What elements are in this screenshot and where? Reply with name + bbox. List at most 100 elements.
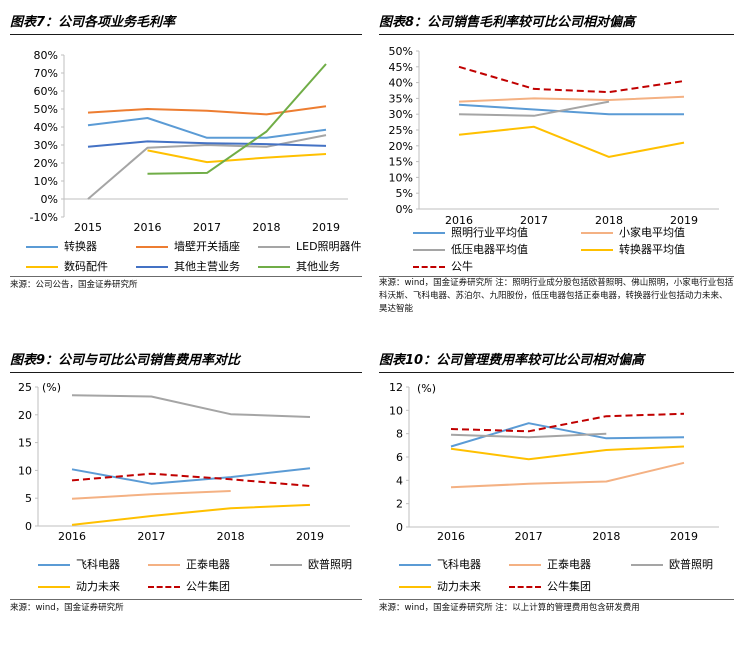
legend-label: 转换器 bbox=[64, 240, 97, 253]
legend-swatch bbox=[509, 586, 541, 588]
series-line bbox=[71, 467, 311, 485]
unit-label: (%) bbox=[42, 381, 61, 394]
series-line bbox=[147, 63, 327, 175]
legend-swatch bbox=[413, 249, 445, 251]
x-tick-label: 2016 bbox=[437, 530, 465, 543]
legend-swatch bbox=[148, 564, 180, 566]
y-tick-label: 0% bbox=[396, 203, 413, 216]
y-tick-label: 15% bbox=[389, 156, 413, 169]
series-line bbox=[458, 125, 685, 158]
y-tick-label: 6 bbox=[396, 451, 403, 464]
y-tick-label: 25 bbox=[18, 381, 32, 394]
y-tick-label: 10% bbox=[389, 171, 413, 184]
legend-label: 动力未来 bbox=[437, 580, 481, 593]
legend-label: 公牛集团 bbox=[547, 580, 591, 593]
x-tick-label: 2019 bbox=[296, 530, 324, 543]
series-line bbox=[450, 432, 607, 439]
series-line bbox=[450, 412, 685, 433]
legend-label: 其他主营业务 bbox=[174, 260, 240, 273]
y-tick-label: 15 bbox=[18, 437, 32, 450]
legend-swatch bbox=[38, 586, 70, 588]
y-tick-label: 50% bbox=[34, 103, 58, 116]
chart: -10% 0% 10% 20% 30% 40% 50% 60% 70% 80% 2015 2016 20… bbox=[30, 49, 348, 234]
y-tick-label: 10% bbox=[34, 175, 58, 188]
series-line bbox=[458, 95, 685, 103]
series-line bbox=[87, 134, 327, 200]
y-tick-label: 20 bbox=[18, 409, 32, 422]
figure-title: 图表8：公司销售毛利率较可比公司相对偏高 bbox=[379, 15, 636, 30]
x-tick-label: 2019 bbox=[312, 221, 340, 234]
x-tick-label: 2018 bbox=[595, 214, 623, 227]
figure-7: 图表7：公司各项业务毛利率 -10% 0% 10% 20% 30% 40% 50% 60% 70… bbox=[10, 13, 362, 298]
x-tick-label: 2019 bbox=[670, 530, 698, 543]
series-line bbox=[87, 117, 327, 139]
figure-9: 图表9：公司与可比公司销售费用率对比 0 5 10 15 20 25 2016 2017 201… bbox=[10, 351, 362, 626]
y-tick-label: 40% bbox=[34, 121, 58, 134]
x-tick-label: 2018 bbox=[592, 530, 620, 543]
figure-8: 图表8：公司销售毛利率较可比公司相对偏高 0% 5% 10% 15% 20% 25% 30%… bbox=[379, 13, 734, 314]
legend-swatch bbox=[258, 266, 290, 268]
legend-swatch bbox=[258, 246, 290, 248]
legend-label: 低压电器平均值 bbox=[451, 243, 528, 256]
y-tick-label: 70% bbox=[34, 67, 58, 80]
series-line bbox=[71, 503, 311, 526]
y-tick-label: 4 bbox=[396, 474, 403, 487]
x-tick-label: 2015 bbox=[74, 221, 102, 234]
y-tick-label: 10 bbox=[18, 464, 32, 477]
series-line bbox=[458, 103, 684, 116]
series-line bbox=[71, 394, 311, 418]
legend-label: 飞科电器 bbox=[437, 558, 481, 571]
series-line bbox=[71, 472, 311, 487]
title-rule bbox=[379, 372, 734, 373]
legend-label: LED照明器件 bbox=[296, 240, 362, 253]
chart: 0 2 4 6 8 10 12 2016 2017 2018 2019 (%) bbox=[389, 381, 719, 543]
legend-swatch bbox=[270, 564, 302, 566]
y-tick-label: 45% bbox=[389, 61, 413, 74]
legend: 照明行业平均值 小家电平均值 低压电器平均值 转换器平均值 公牛 bbox=[413, 225, 734, 277]
legend-swatch bbox=[148, 586, 180, 588]
legend-label: 小家电平均值 bbox=[619, 226, 685, 239]
y-tick-label: 0% bbox=[41, 193, 58, 206]
legend-swatch bbox=[26, 266, 58, 268]
legend-swatch bbox=[399, 564, 431, 566]
source-rule bbox=[10, 599, 362, 600]
legend-label: 照明行业平均值 bbox=[451, 226, 528, 239]
legend-swatch bbox=[413, 232, 445, 234]
figure-title: 图表7：公司各项业务毛利率 bbox=[10, 15, 176, 30]
figure-10: 图表10：公司管理费用率较可比公司相对偏高 0 2 4 6 8 10 12 2016 2017 2… bbox=[379, 351, 734, 626]
legend-label: 动力未来 bbox=[76, 580, 120, 593]
legend-swatch bbox=[136, 266, 168, 268]
legend-swatch bbox=[581, 232, 613, 234]
title-rule bbox=[379, 34, 734, 35]
x-tick-label: 2018 bbox=[253, 221, 281, 234]
chart: 0 5 10 15 20 25 2016 2017 2018 2019 (%) bbox=[18, 381, 350, 543]
x-tick-label: 2019 bbox=[670, 214, 698, 227]
y-tick-label: 40% bbox=[389, 77, 413, 90]
legend-swatch bbox=[399, 586, 431, 588]
unit-label: (%) bbox=[417, 382, 436, 395]
chart: 0% 5% 10% 15% 20% 25% 30% 35% 40% 45% 50% 2016 2017 2… bbox=[389, 45, 719, 227]
y-tick-label: 30% bbox=[389, 108, 413, 121]
legend-swatch bbox=[26, 246, 58, 248]
legend: 飞科电器 正泰电器 欧普照明 动力未来 公牛集团 bbox=[38, 557, 362, 597]
title-rule bbox=[10, 34, 362, 35]
legend-swatch bbox=[413, 266, 445, 268]
legend-label: 正泰电器 bbox=[186, 558, 230, 571]
legend-swatch bbox=[38, 564, 70, 566]
legend-label: 转换器平均值 bbox=[619, 243, 685, 256]
legend-label: 正泰电器 bbox=[547, 558, 591, 571]
series-line bbox=[87, 140, 327, 148]
series-line bbox=[450, 422, 685, 448]
source-note: 来源：wind，国金证券研究所 bbox=[10, 603, 124, 613]
x-tick-label: 2016 bbox=[445, 214, 473, 227]
y-tick-label: 25% bbox=[389, 124, 413, 137]
y-tick-label: 5 bbox=[25, 492, 32, 505]
x-tick-label: 2017 bbox=[137, 530, 165, 543]
legend-label: 数码配件 bbox=[64, 260, 108, 273]
series-line bbox=[87, 105, 327, 116]
series-line bbox=[458, 65, 685, 94]
legend-label: 公牛集团 bbox=[186, 580, 230, 593]
y-tick-label: 20% bbox=[389, 140, 413, 153]
y-tick-label: -10% bbox=[30, 211, 58, 224]
figure-title: 图表9：公司与可比公司销售费用率对比 bbox=[10, 353, 241, 368]
